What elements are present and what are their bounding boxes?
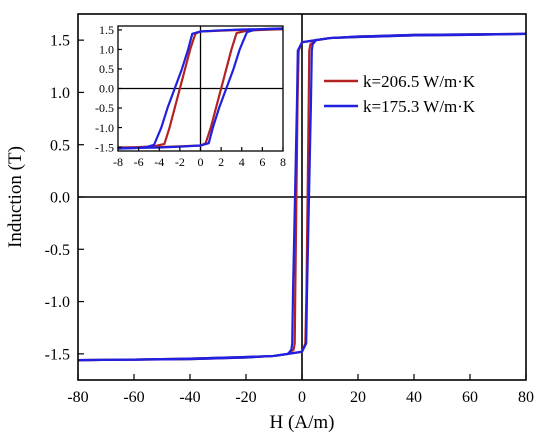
main-series-2-lower-branch: [77, 32, 527, 362]
legend-label-series-2: k=175.3 W/m·K: [363, 97, 476, 116]
main-x-tick-label: -20: [235, 389, 256, 406]
inset-zero-lines: [118, 26, 283, 151]
main-x-tick-label: 40: [406, 389, 422, 406]
inset-x-tick-label: -8: [113, 155, 123, 169]
main-x-tick-label: -40: [179, 389, 200, 406]
inset-y-tick-label: 0.0: [99, 82, 114, 96]
inset-x-tick-label: -6: [134, 155, 144, 169]
main-x-tick-label: 20: [350, 389, 366, 406]
main-y-tick-label: 1.5: [50, 33, 70, 50]
main-y-tick-label: -1.0: [45, 294, 70, 311]
main-x-tick-label: 0: [298, 389, 306, 406]
inset-y-tick-label: -1.5: [95, 140, 114, 154]
x-axis-title: H (A/m): [270, 412, 335, 433]
y-axis-title: Induction (T): [5, 146, 26, 248]
main-x-tick-label: 60: [462, 389, 478, 406]
inset-x-tick-label: 0: [198, 155, 204, 169]
inset-y-tick-label: 1.5: [99, 23, 114, 37]
main-x-tick-label: -60: [123, 389, 144, 406]
main-y-tick-label: 1.0: [50, 85, 70, 102]
inset-x-tick-label: -4: [154, 155, 164, 169]
inset-x-tick-label: 4: [239, 155, 245, 169]
main-y-tick-label: 0.5: [50, 137, 70, 154]
inset-x-tick-label: 6: [259, 155, 265, 169]
inset-series-2-upper-branch: [117, 27, 284, 150]
inset-series-2-lower-branch: [117, 27, 284, 150]
legend: k=206.5 W/m·K k=175.3 W/m·K: [324, 72, 476, 116]
main-y-tick-label: -1.5: [45, 346, 70, 363]
inset-axis-ticks: -8 -6 -4 -2 0 2 4 6 8 -1.5 -1.0 -0.5 0.0 0.5 1.0 1.5: [95, 23, 286, 169]
inset-y-tick-label: -1.0: [95, 121, 114, 135]
inset-y-tick-label: -0.5: [95, 101, 114, 115]
legend-label-series-1: k=206.5 W/m·K: [363, 72, 476, 91]
inset-x-tick-label: 8: [280, 155, 286, 169]
main-x-tick-label: 80: [518, 389, 534, 406]
inset-x-tick-label: -2: [175, 155, 185, 169]
inset-series-group: [117, 27, 284, 150]
main-y-tick-label: 0.0: [50, 190, 70, 207]
main-series-group: [77, 32, 527, 362]
inset-y-tick-label: 1.0: [99, 43, 114, 57]
main-x-tick-label: -80: [67, 389, 88, 406]
main-zero-lines: [78, 14, 526, 380]
main-axis-ticks: -80 -60 -40 -20 0 20 40 60 80-1.5-1.0-0.50.00.51…: [45, 33, 534, 406]
inset-x-tick-label: 2: [218, 155, 224, 169]
inset-y-tick-label: 0.5: [99, 62, 114, 76]
main-y-tick-label: -0.5: [45, 242, 70, 259]
